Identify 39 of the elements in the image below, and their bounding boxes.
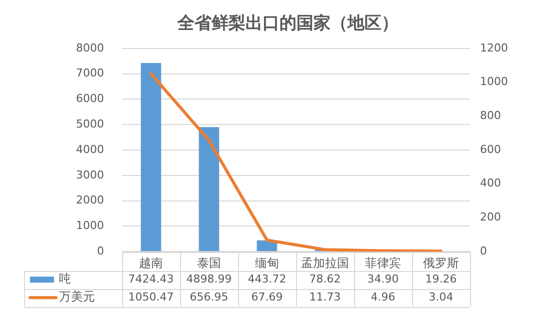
- x-tick-label: 缅甸: [255, 256, 279, 270]
- y2-tick-label: 800: [480, 108, 502, 122]
- y-tick-label: 6000: [76, 92, 104, 106]
- y-tick-label: 7000: [76, 66, 104, 80]
- bar: [140, 63, 162, 252]
- legend-label: 万美元: [59, 290, 95, 304]
- data-label: 67.69: [251, 290, 283, 304]
- y-tick-label: 1000: [76, 219, 104, 232]
- data-label: 656.95: [190, 290, 228, 304]
- legend-label: 吨: [59, 272, 71, 286]
- x-tick-label: 越南: [138, 256, 163, 270]
- y-tick-label: 2000: [76, 194, 104, 207]
- y2-tick-label: 600: [480, 142, 502, 156]
- data-label: 4.96: [370, 290, 396, 304]
- data-label: 11.73: [309, 290, 341, 304]
- x-tick-label: 菲律宾: [365, 256, 402, 270]
- y2-tick-label: 1200: [480, 41, 508, 54]
- y-tick-label: 4000: [76, 142, 104, 156]
- x-tick-label: 泰国: [196, 256, 221, 270]
- x-tick-label: 俄罗斯: [423, 256, 460, 270]
- data-label: 7424.43: [128, 272, 174, 286]
- y2-tick-label: 0: [480, 244, 488, 258]
- y-tick-label: 5000: [76, 117, 104, 130]
- data-label: 78.62: [309, 272, 341, 286]
- y-tick-label: 8000: [76, 41, 104, 54]
- data-label: 34.90: [367, 272, 399, 286]
- chart-title: 全省鲜梨出口的国家（地区）: [176, 14, 398, 34]
- data-label: 443.72: [248, 272, 286, 286]
- y-tick-label: 0: [96, 244, 104, 258]
- data-label: 1050.47: [128, 290, 174, 304]
- y2-tick-label: 200: [480, 210, 502, 224]
- data-label: 3.04: [428, 290, 454, 304]
- y-tick-label: 3000: [76, 168, 104, 182]
- x-tick-label: 孟加拉国: [301, 256, 349, 270]
- data-label: 4898.99: [186, 272, 232, 286]
- y2-tick-label: 400: [480, 176, 502, 190]
- y2-tick-label: 1000: [480, 75, 508, 88]
- bar: [198, 127, 220, 252]
- data-label: 19.26: [425, 272, 457, 286]
